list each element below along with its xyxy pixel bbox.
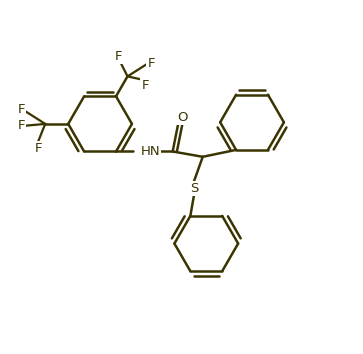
Text: F: F [142,79,149,92]
Text: F: F [18,119,25,132]
Text: HN: HN [141,145,160,158]
Text: F: F [147,57,155,70]
Text: O: O [177,112,187,124]
Text: F: F [115,50,122,63]
Text: F: F [34,142,42,155]
Text: F: F [18,103,25,116]
Text: S: S [190,182,198,195]
